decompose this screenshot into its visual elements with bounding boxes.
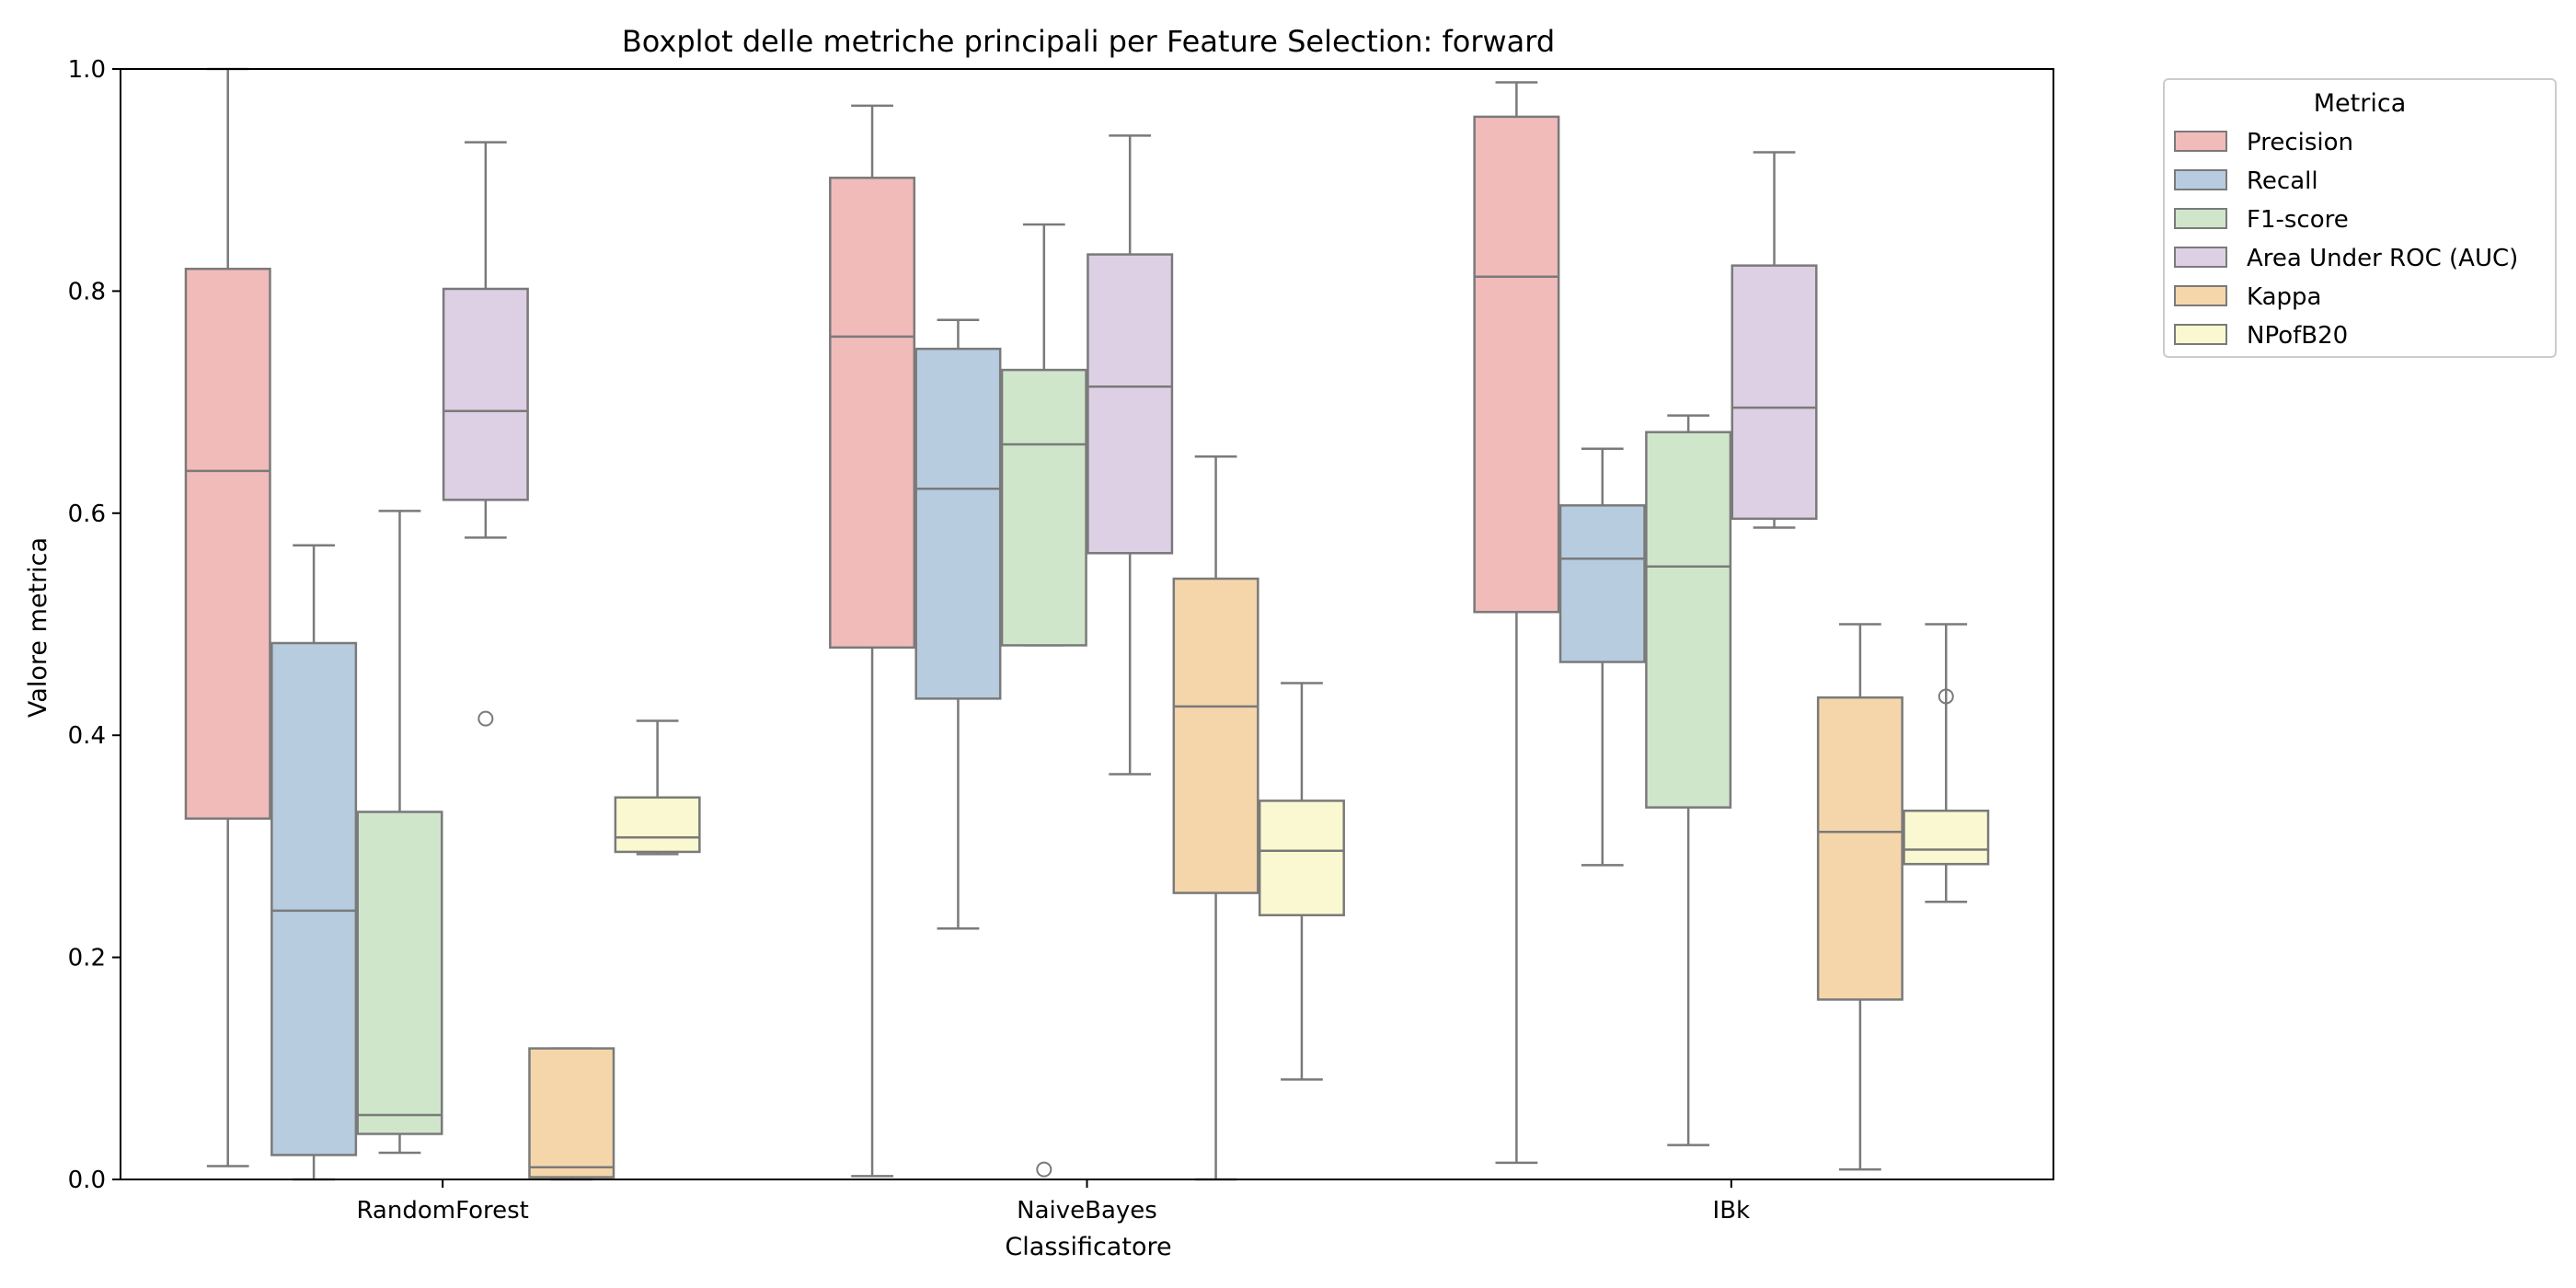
box-group <box>1558 447 1646 867</box>
box-group <box>528 1047 615 1181</box>
y-tick-label: 1.0 <box>68 56 106 84</box>
legend-frame <box>2163 78 2557 358</box>
box-group <box>1000 223 1087 1178</box>
box <box>1645 431 1732 809</box>
legend-label: Recall <box>2247 167 2318 195</box>
box <box>829 177 916 650</box>
box <box>184 268 271 820</box>
y-tick-label: 0.0 <box>68 1167 106 1194</box>
legend-label: Kappa <box>2247 283 2321 311</box>
box-group <box>1258 682 1345 1081</box>
outlier-point <box>477 710 494 727</box>
box-group <box>1816 623 1903 1171</box>
box-group <box>1172 454 1259 1181</box>
box <box>356 811 443 1135</box>
box-group <box>1645 414 1732 1146</box>
y-tick-label: 0.4 <box>68 722 106 750</box>
legend-swatch <box>2174 131 2227 152</box>
box <box>1087 253 1174 555</box>
box-group <box>270 544 358 1181</box>
y-tick-label: 0.8 <box>68 278 106 305</box>
x-axis-title: Classificatore <box>1005 1233 1171 1261</box>
legend-swatch <box>2174 324 2227 345</box>
box <box>1816 696 1903 1001</box>
outlier-point <box>1938 688 1954 705</box>
legend-label: NPofB20 <box>2247 322 2348 350</box>
box <box>1558 504 1646 663</box>
box-group <box>184 67 271 1167</box>
box <box>1731 264 1818 521</box>
legend-items: Precision Recall F1-score Area Under ROC (A… <box>2174 129 2518 350</box>
box-group <box>1087 134 1174 776</box>
box-group <box>829 104 916 1178</box>
box <box>914 347 1002 700</box>
box-group <box>914 318 1002 930</box>
box <box>1473 115 1560 614</box>
box <box>1000 368 1087 647</box>
box <box>442 287 529 501</box>
plot-area: 0.0 0.2 0.4 0.6 0.8 1.0 RandomForest NaiveBayes… <box>68 56 2054 1225</box>
legend-label: F1-score <box>2247 206 2349 234</box>
legend-swatch <box>2174 169 2227 190</box>
box <box>270 641 358 1156</box>
box <box>614 796 701 854</box>
legend-label: Area Under ROC (AUC) <box>2247 245 2518 272</box>
legend: Metrica Precision Recall F1-score Area Unde… <box>2163 78 2557 358</box>
legend-swatch <box>2174 208 2227 229</box>
box-group <box>1473 81 1560 1165</box>
legend-swatch <box>2174 285 2227 306</box>
y-axis-title: Valore metrica <box>24 537 52 718</box>
box <box>528 1047 615 1179</box>
chart-title: Boxplot delle metriche principali per Fe… <box>622 24 1555 59</box>
legend-label: Precision <box>2247 129 2353 156</box>
axes-frame <box>120 68 2054 1180</box>
legend-swatch <box>2174 247 2227 268</box>
box-group <box>442 141 529 727</box>
x-tick-label: NaiveBayes <box>1017 1197 1157 1225</box>
box-group <box>1903 623 1990 903</box>
y-tick-label: 0.2 <box>68 945 106 972</box>
box-group <box>356 510 443 1155</box>
outlier-point <box>1036 1161 1052 1178</box>
box-group <box>1731 151 1818 529</box>
box <box>1258 799 1345 916</box>
box-group <box>614 719 701 856</box>
legend-title: Metrica <box>2314 89 2407 118</box>
box <box>1903 810 1990 866</box>
x-tick-label: IBk <box>1713 1197 1751 1225</box>
x-tick-label: RandomForest <box>356 1197 528 1225</box>
box <box>1172 577 1259 894</box>
y-tick-label: 0.6 <box>68 500 106 528</box>
